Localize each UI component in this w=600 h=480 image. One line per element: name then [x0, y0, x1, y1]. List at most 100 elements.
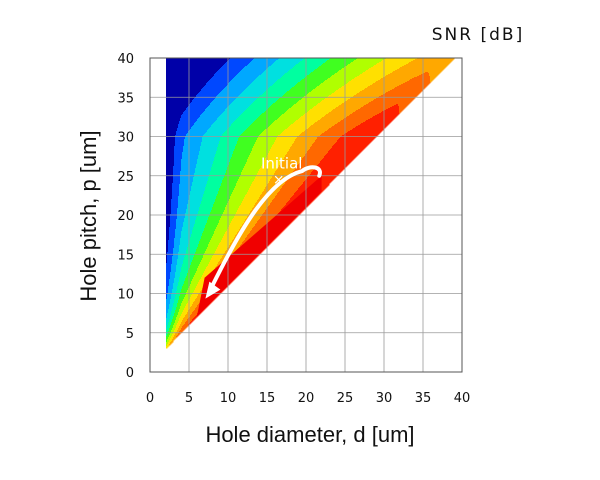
- snr-cell-run: [254, 180, 271, 182]
- snr-cell-run: [171, 271, 177, 273]
- snr-cell-run: [166, 344, 168, 346]
- snr-cell-run: [226, 62, 251, 64]
- snr-cell-run: [166, 294, 168, 296]
- snr-cell-run: [166, 341, 168, 343]
- snr-cell-run: [172, 263, 178, 265]
- snr-cell-run: [166, 313, 168, 315]
- snr-cell-run: [228, 84, 251, 86]
- snr-cell-run: [270, 86, 295, 88]
- snr-cell-run: [219, 69, 243, 71]
- snr-cell-run: [348, 82, 376, 84]
- snr-cell-run: [318, 103, 343, 105]
- snr-cell-run: [259, 169, 278, 171]
- snr-cell-run: [175, 277, 180, 279]
- snr-cell-run: [365, 71, 394, 73]
- snr-cell-run: [381, 112, 400, 114]
- snr-cell-run: [178, 204, 188, 206]
- snr-cell-run: [375, 115, 398, 117]
- snr-cell-run: [207, 107, 228, 109]
- snr-cell-run: [256, 176, 273, 178]
- snr-cell-run: [407, 81, 431, 83]
- snr-cell-run: [292, 68, 318, 70]
- snr-cell-run: [210, 79, 233, 81]
- plot-frame: [149, 57, 463, 373]
- snr-cell-run: [376, 64, 407, 66]
- snr-cell-run: [238, 179, 255, 181]
- snr-cell-run: [213, 162, 230, 164]
- snr-cell-run: [197, 248, 208, 250]
- snr-cell-run: [170, 225, 177, 227]
- snr-cell-run: [296, 120, 319, 122]
- snr-cell-run: [235, 146, 254, 148]
- snr-cell-run: [264, 160, 283, 162]
- snr-cell-run: [272, 123, 294, 125]
- snr-cell-run: [193, 227, 206, 229]
- snr-cell-run: [381, 78, 413, 80]
- snr-cell-run: [173, 337, 177, 339]
- snr-cell-run: [173, 180, 181, 182]
- snr-cell-run: [200, 150, 218, 152]
- snr-cell-run: [169, 230, 176, 232]
- snr-cell-run: [194, 276, 203, 278]
- snr-cell-run: [319, 85, 345, 87]
- snr-cell-run: [285, 93, 309, 95]
- snr-cell-run: [277, 169, 296, 171]
- x-tick-label: 15: [259, 391, 276, 406]
- snr-cell-run: [195, 273, 204, 275]
- snr-cell-run: [373, 116, 397, 118]
- snr-cell-run: [166, 168, 174, 170]
- snr-cell-run: [288, 151, 308, 153]
- snr-cell-run: [262, 215, 278, 217]
- snr-cell-run: [171, 295, 176, 297]
- snr-cell-run: [248, 191, 264, 193]
- snr-cell-run: [181, 115, 201, 117]
- snr-cell-run: [287, 179, 307, 181]
- snr-cell-run: [166, 85, 206, 87]
- snr-cell-run: [166, 250, 169, 252]
- snr-cell-run: [208, 106, 229, 108]
- snr-cell-run: [166, 298, 168, 300]
- snr-cell-run: [199, 209, 213, 211]
- snr-cell-run: [349, 115, 376, 117]
- snr-cell-run: [176, 325, 181, 327]
- snr-cell-run: [207, 182, 223, 184]
- snr-cell-run: [218, 146, 236, 148]
- snr-cell-run: [169, 285, 174, 287]
- snr-cell-run: [207, 248, 218, 250]
- snr-cell-run: [334, 144, 369, 146]
- snr-cell-run: [182, 229, 194, 231]
- snr-cell-run: [214, 253, 225, 255]
- snr-cell-run: [195, 97, 217, 99]
- snr-cell-run: [219, 220, 233, 222]
- snr-cell-run: [257, 222, 272, 224]
- snr-cell-run: [167, 328, 170, 330]
- initial-point-marker: [274, 175, 283, 184]
- snr-cell-run: [167, 258, 173, 260]
- snr-cell-run: [254, 226, 269, 228]
- snr-cell-run: [177, 217, 186, 219]
- snr-cell-run: [166, 79, 211, 81]
- snr-cell-run: [386, 92, 421, 94]
- snr-cell-run: [166, 220, 171, 222]
- snr-cell-run: [180, 243, 190, 245]
- snr-cell-run: [180, 317, 185, 319]
- snr-cell-run: [172, 340, 174, 342]
- snr-cell-run: [172, 183, 181, 185]
- snr-cell-run: [240, 176, 257, 178]
- snr-cell-run: [251, 104, 273, 106]
- snr-cell-run: [229, 82, 253, 84]
- snr-cell-run: [240, 227, 254, 229]
- snr-cell-run: [166, 170, 174, 172]
- snr-cell-run: [266, 110, 288, 112]
- snr-cell-run: [377, 63, 409, 65]
- snr-cell-run: [184, 145, 202, 147]
- snr-cell-run: [325, 62, 352, 64]
- snr-cell-run: [380, 79, 411, 81]
- snr-cell-run: [179, 250, 187, 252]
- snr-cell-run: [348, 99, 375, 101]
- snr-cell-run: [214, 160, 231, 162]
- snr-cell-run: [312, 145, 334, 147]
- snr-cell-run: [211, 78, 234, 80]
- snr-cell-run: [220, 138, 239, 140]
- snr-cell-run: [330, 77, 356, 79]
